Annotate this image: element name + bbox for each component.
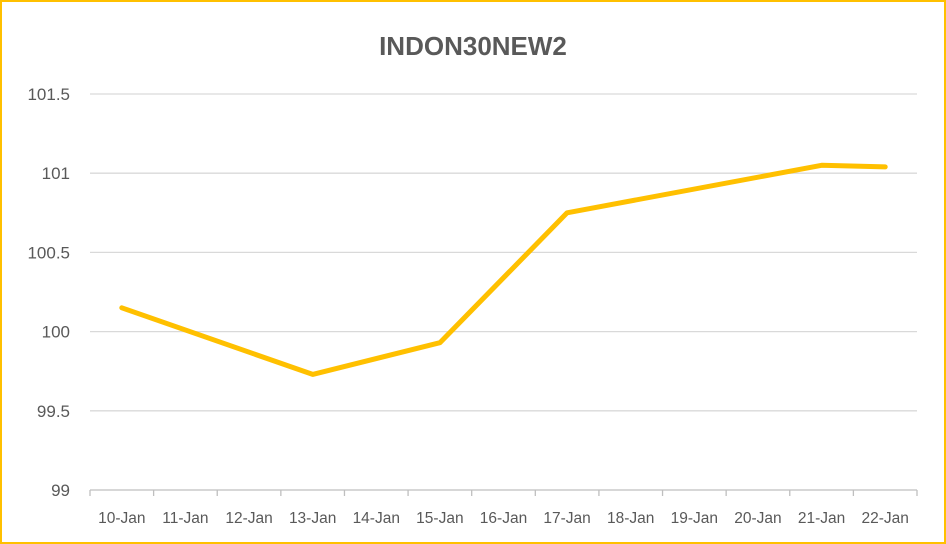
x-tick-label: 14-Jan — [353, 510, 400, 527]
x-tick-label: 16-Jan — [480, 510, 527, 527]
x-tick-label: 20-Jan — [734, 510, 781, 527]
x-tick-label: 11-Jan — [162, 510, 208, 527]
x-tick-label: 12-Jan — [225, 510, 272, 527]
series-layer — [122, 165, 885, 374]
y-tick-label: 99.5 — [37, 402, 70, 421]
gridlines — [90, 94, 917, 411]
chart-title: INDON30NEW2 — [379, 31, 567, 61]
y-tick-label: 99 — [51, 481, 70, 500]
series-line — [122, 165, 885, 374]
x-axis: 10-Jan 11-Jan 12-Jan 13-Jan 14-Jan 15-Jan 16-J… — [90, 490, 917, 527]
x-tick-label: 19-Jan — [671, 510, 718, 527]
y-tick-label: 101.5 — [27, 85, 70, 104]
x-tick-label: 15-Jan — [416, 510, 463, 527]
y-axis: 99 99.5 100 100.5 101 101.5 — [27, 85, 70, 500]
y-tick-label: 100 — [42, 323, 70, 342]
x-tick-label: 21-Jan — [798, 510, 845, 527]
x-tick-label: 18-Jan — [607, 510, 654, 527]
y-tick-label: 100.5 — [27, 243, 70, 262]
x-tick-label: 17-Jan — [543, 510, 590, 527]
x-tick-label: 13-Jan — [289, 510, 336, 527]
y-tick-label: 101 — [42, 164, 70, 183]
x-tick-label: 10-Jan — [98, 510, 145, 527]
x-tick-label: 22-Jan — [861, 510, 908, 527]
